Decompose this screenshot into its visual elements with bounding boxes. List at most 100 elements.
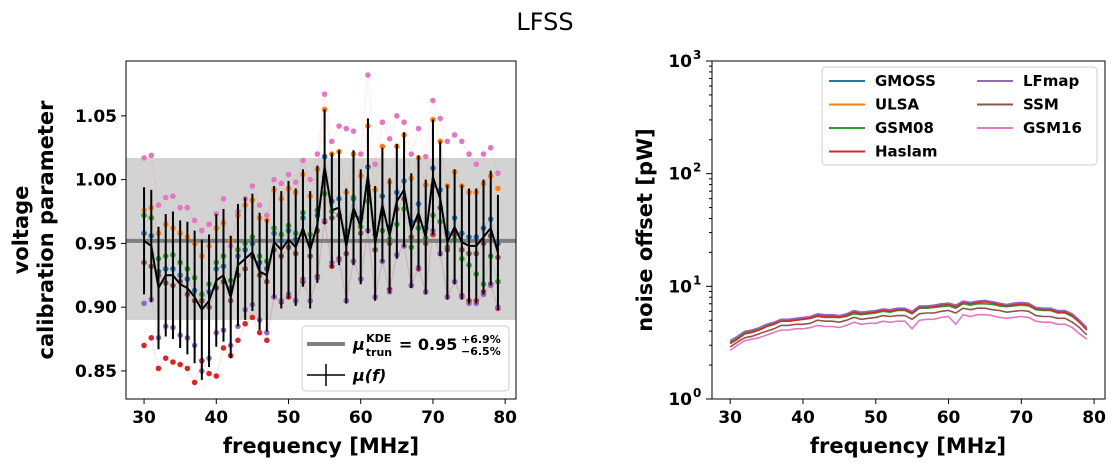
left-point — [466, 151, 472, 157]
left-point — [235, 337, 241, 344]
legend-kde-mu: μ — [352, 335, 365, 354]
right-ytick-exponent: 2 — [693, 161, 701, 175]
right-xtick-label: 40 — [791, 408, 815, 428]
left-yticks: 0.85 0.90 0.95 1.00 1.05 — [75, 107, 126, 382]
legend-kde-value: = 0.95 — [393, 335, 457, 354]
legend-kde-minus: −6.5% — [461, 345, 501, 358]
left-point — [206, 221, 212, 228]
left-point — [213, 373, 220, 379]
left-point — [314, 151, 321, 157]
left-point — [466, 300, 472, 307]
figure-title: LFSS — [516, 8, 573, 36]
legend-kde-plus: +6.9% — [461, 333, 501, 346]
left-point — [271, 176, 277, 183]
left-point — [415, 125, 422, 132]
left-point — [278, 180, 285, 187]
left-point — [141, 155, 147, 161]
right-series-gsm16 — [729, 313, 1088, 352]
left-xtick-label: 30 — [132, 408, 156, 428]
left-point — [177, 204, 183, 211]
left-point — [177, 361, 183, 368]
left-ylabel-line1: voltage — [9, 186, 33, 275]
left-point — [379, 119, 386, 126]
right-ytick-label: 10 — [668, 165, 692, 185]
legend-label: GMOSS — [875, 72, 936, 90]
right-xtick-label: 80 — [1082, 408, 1106, 428]
left-point — [292, 179, 299, 185]
legend-label: SSM — [1023, 96, 1059, 114]
right-ytick-label: 10 — [668, 52, 692, 72]
left-point — [141, 300, 147, 307]
left-point — [300, 157, 306, 164]
legend-item-haslam: Haslam — [829, 143, 938, 161]
left-point — [401, 119, 407, 126]
left-point — [473, 161, 480, 168]
left-point — [430, 97, 436, 104]
left-point — [148, 334, 155, 341]
left-xtick-label: 70 — [421, 408, 445, 428]
left-point — [487, 144, 494, 151]
right-ylabel: noise offset [pW] — [633, 128, 657, 332]
left-point — [495, 185, 501, 192]
legend-item-gsm08: GSM08 — [829, 119, 934, 137]
right-xlabel: frequency [MHz] — [810, 434, 1006, 458]
left-point — [264, 329, 270, 336]
legend-label: ULSA — [875, 96, 920, 114]
left-xlabel: frequency [MHz] — [223, 434, 419, 458]
right-ytick-exponent: 3 — [693, 48, 701, 62]
left-ytick-label: 0.95 — [75, 234, 117, 254]
left-ytick-label: 1.00 — [75, 171, 117, 191]
left-point — [264, 337, 270, 344]
mean-line — [143, 166, 499, 312]
right-series-group — [729, 299, 1088, 352]
left-point — [343, 125, 350, 132]
right-ytick-label: 10 — [668, 390, 692, 410]
left-xtick-label: 60 — [349, 408, 373, 428]
left-ytick-label: 0.85 — [75, 362, 117, 382]
left-xtick-label: 40 — [204, 408, 228, 428]
left-point — [155, 365, 162, 372]
left-point — [162, 194, 169, 201]
legend-label: GSM08 — [875, 119, 934, 137]
left-point — [437, 115, 443, 122]
right-legend: GMOSS ULSA GSM08 Haslam LFmap SSM GSM16 — [821, 66, 1098, 166]
left-point — [495, 170, 501, 177]
left-point — [256, 202, 263, 208]
left-point — [206, 370, 212, 377]
left-point — [379, 143, 386, 150]
left-point — [444, 138, 451, 145]
left-panel: 30 40 50 60 70 80 0.85 0.90 0.95 1.00 1.05 freque… — [9, 60, 517, 458]
left-point — [249, 314, 256, 321]
left-point — [162, 355, 169, 361]
left-point — [264, 212, 270, 219]
left-point — [386, 136, 393, 142]
left-point — [220, 345, 227, 351]
legend-label: Haslam — [875, 143, 938, 161]
left-point — [408, 151, 415, 157]
left-ytick-label: 1.05 — [75, 107, 117, 127]
left-point — [256, 329, 263, 336]
right-legend-box — [821, 66, 1098, 166]
left-point — [365, 72, 371, 78]
left-ylabel-line2: calibration parameter — [34, 100, 58, 360]
left-point — [307, 176, 313, 183]
right-xtick-label: 30 — [718, 408, 742, 428]
right-series-haslam — [729, 300, 1088, 345]
left-point — [242, 320, 248, 327]
left-series-gsm16 — [141, 72, 501, 249]
legend-item-ssm: SSM — [977, 96, 1059, 114]
left-point — [235, 323, 241, 330]
left-point — [170, 359, 176, 365]
left-point — [394, 113, 400, 119]
left-point — [155, 202, 162, 208]
left-point — [148, 152, 155, 159]
left-point — [350, 128, 357, 134]
left-point — [141, 342, 147, 349]
left-point — [220, 195, 227, 202]
right-xtick-label: 60 — [937, 408, 961, 428]
left-point — [357, 151, 364, 157]
left-point — [191, 217, 198, 224]
legend-item-lfmap: LFmap — [977, 72, 1080, 90]
